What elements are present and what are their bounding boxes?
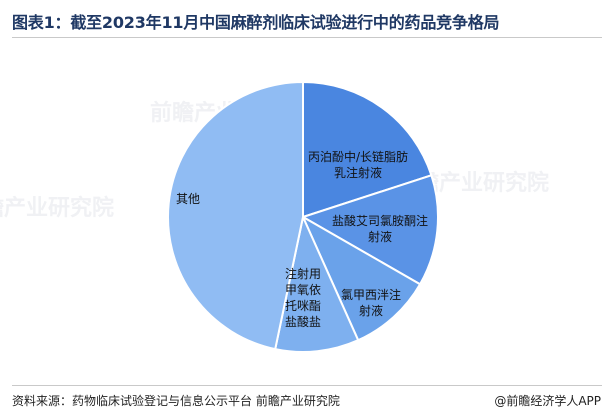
slice-label-line: 盐酸艾司氯胺酮注 [332, 213, 428, 228]
slice-label-line: 氯甲西泮注 [341, 287, 401, 302]
pie-slice-1 [302, 80, 433, 219]
brand-credit: @前瞻经济学人APP [494, 394, 601, 408]
source-note: 资料来源：药物临床试验登记与信息公示平台 前瞻产业研究院 [12, 394, 340, 408]
slice-label-3: 氯甲西泮注射液 [341, 287, 401, 318]
slice-label-line: 丙泊酚中/长链脂肪 [308, 149, 408, 164]
slice-label-line: 甲氧依 [285, 282, 321, 297]
slice-label-line: 注射用 [285, 266, 321, 281]
slice-label-line: 乳注射液 [334, 165, 382, 180]
slice-label-line: 其他 [176, 192, 200, 206]
chart-title: 图表1：截至2023年11月中国麻醉剂临床试验进行中的药品竞争格局 [12, 13, 500, 32]
slice-label-line: 射液 [368, 229, 392, 244]
title-divider [12, 37, 602, 38]
slice-label-5: 其他 [176, 192, 200, 206]
footer-divider [12, 385, 602, 386]
slice-label-line: 盐酸盐 [285, 314, 321, 329]
pie-slice-3 [300, 214, 422, 342]
slice-label-4: 注射用甲氧依托咪酯盐酸盐 [285, 266, 321, 329]
slice-label-line: 托咪酯 [285, 299, 321, 313]
pie-slice-2 [300, 174, 439, 286]
slice-label-2: 盐酸艾司氯胺酮注射液 [332, 213, 428, 244]
pie-slice-5 [166, 80, 304, 351]
slice-label-1: 丙泊酚中/长链脂肪乳注射液 [308, 149, 408, 180]
slice-label-line: 射液 [359, 303, 383, 318]
